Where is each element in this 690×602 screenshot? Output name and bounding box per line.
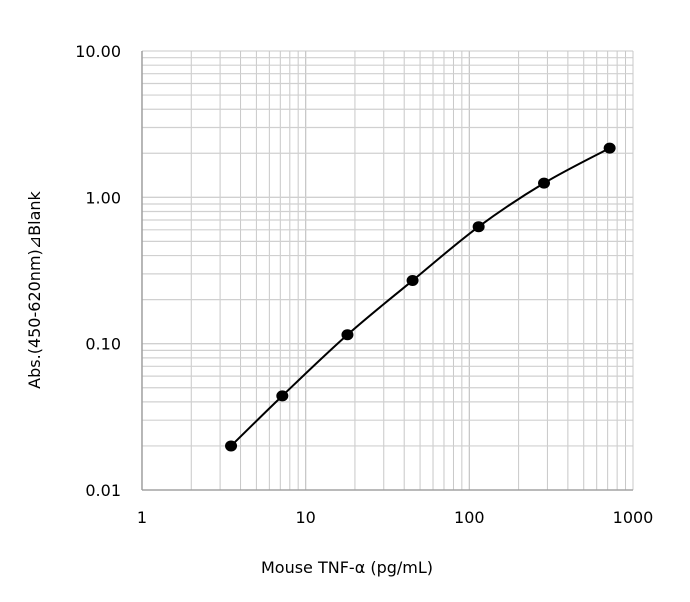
y-axis-label: Abs.(450-620nm)⊿Blank	[25, 190, 44, 388]
y-tick-labels: 0.01 0.10 1.00 10.00	[75, 42, 121, 500]
x-axis-label: Mouse TNF-α (pg/mL)	[261, 558, 433, 577]
data-point	[225, 440, 238, 452]
x-tick-label: 10	[295, 508, 315, 527]
data-point	[341, 329, 354, 341]
x-tick-labels: 1 10 100 1000	[137, 508, 653, 527]
data-point	[603, 142, 616, 154]
x-tick-label: 1	[137, 508, 147, 527]
x-tick-label: 1000	[613, 508, 654, 527]
data-point	[538, 177, 551, 189]
y-tick-label: 0.10	[85, 335, 121, 354]
y-tick-label: 0.01	[85, 481, 121, 500]
y-tick-label: 10.00	[75, 42, 121, 61]
data-points	[225, 142, 616, 452]
data-point	[406, 275, 419, 287]
data-point	[276, 390, 289, 402]
y-tick-label: 1.00	[85, 188, 121, 207]
axes	[141, 51, 633, 491]
x-tick-label: 100	[454, 508, 485, 527]
data-point	[472, 221, 485, 233]
grid	[141, 50, 634, 491]
